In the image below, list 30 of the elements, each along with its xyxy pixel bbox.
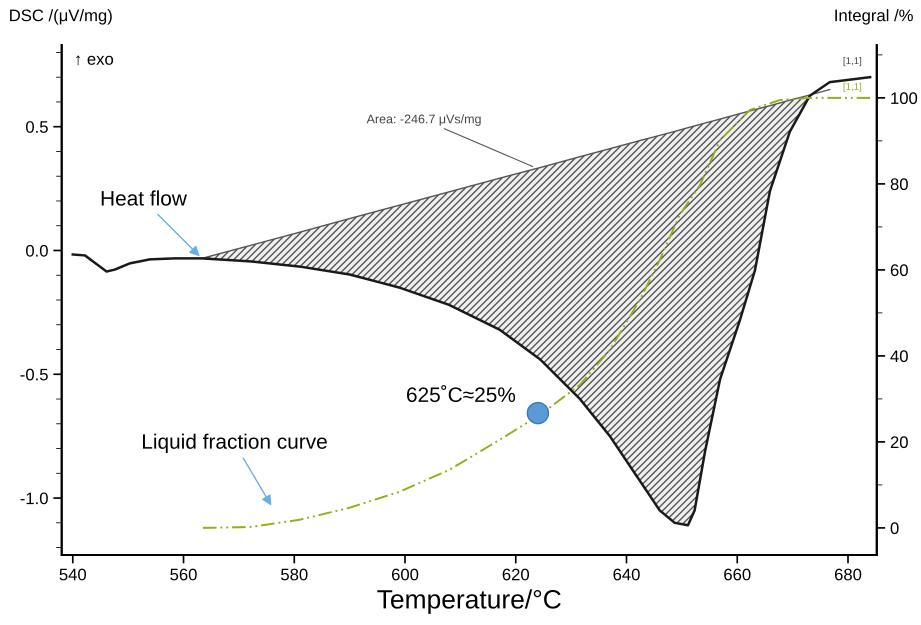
x-tick-label: 600: [392, 568, 418, 580]
annotation: ↑ exo: [76, 55, 114, 66]
line-series: [201, 88, 830, 260]
x-tick-label: 540: [60, 568, 86, 580]
line-series: [72, 76, 872, 527]
x-tick-label: 640: [613, 568, 640, 580]
y2-tick-label: 80: [890, 178, 908, 190]
x-tick-label: 580: [281, 568, 308, 580]
x-tick-label: 680: [834, 568, 862, 580]
x-axis-title: Temperature/°C: [377, 589, 561, 614]
y2-tick-label: 0: [890, 522, 899, 534]
x-tick-label: 660: [724, 568, 751, 580]
y2-tick-label: 60: [890, 264, 908, 276]
annotation: Liquid fraction curve: [143, 434, 327, 453]
y2-tick-label: 20: [890, 436, 908, 448]
y-tick-label: 0.5: [26, 121, 48, 133]
y2-tick-label: 40: [890, 350, 908, 362]
x-tick-label: 560: [170, 568, 197, 580]
annotation: [1,1]: [844, 82, 862, 92]
x-tick-label: 620: [502, 568, 530, 580]
y-tick-label: 0.0: [26, 244, 48, 257]
y-tick-label: -1.0: [20, 492, 48, 504]
y-tick-label: -0.5: [20, 368, 48, 380]
y2-axis-title: Integral /%: [835, 9, 913, 25]
annotation: 625˚C≈25%: [407, 385, 516, 402]
annotation: Heat flow: [102, 190, 187, 206]
annotation: [1,1]: [844, 57, 862, 66]
y2-tick-label: 100: [891, 92, 918, 104]
y-axis-title: DSC /(μV/mg): [10, 9, 112, 25]
annotation: Area: -246.7 μVs/mg: [366, 114, 481, 126]
